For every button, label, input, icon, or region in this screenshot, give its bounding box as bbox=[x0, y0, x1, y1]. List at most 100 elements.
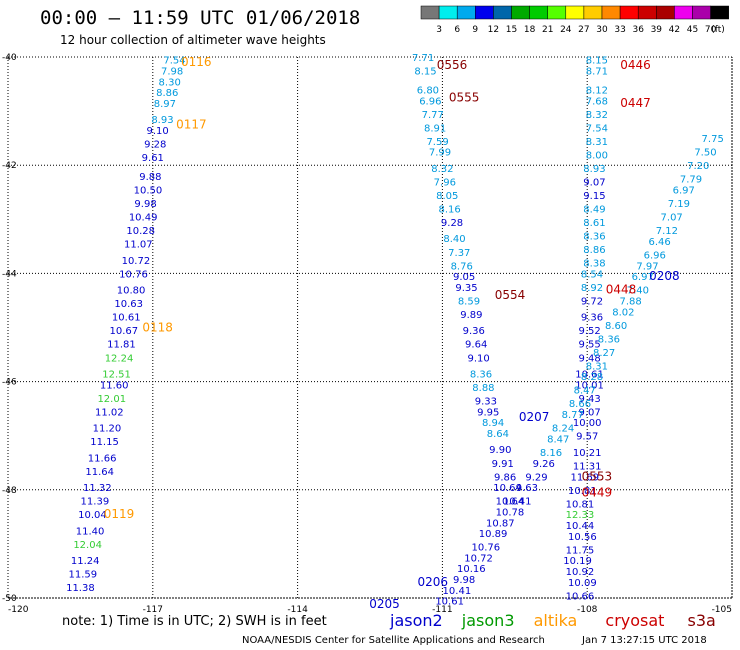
swh-value: 9.72 bbox=[581, 296, 603, 307]
swh-value: 10.64 bbox=[496, 497, 525, 508]
pass-label: 0446 bbox=[620, 58, 651, 72]
swh-value: 7.59 bbox=[426, 137, 448, 148]
swh-value: 8.76 bbox=[451, 261, 473, 272]
footer-note: note: 1) Time is in UTC; 2) SWH is in fe… bbox=[62, 614, 327, 629]
swh-value: 9.26 bbox=[533, 459, 555, 470]
swh-value: 8.93 bbox=[151, 115, 173, 126]
swh-value: 10.44 bbox=[566, 521, 595, 532]
colorbar-swatch bbox=[710, 5, 729, 20]
swh-value: 10.92 bbox=[566, 567, 595, 578]
y-tick-label: -48 bbox=[2, 486, 17, 496]
colorbar-label: 3 bbox=[436, 25, 442, 35]
swh-value: 6.96 bbox=[644, 250, 666, 261]
swh-value: 7.96 bbox=[434, 177, 456, 188]
legend-item: cryosat bbox=[605, 611, 664, 630]
swh-value: 9.36 bbox=[463, 326, 485, 337]
pass-label: 0207 bbox=[519, 410, 550, 424]
colorbar-swatch bbox=[601, 5, 621, 20]
swh-value: 10.64 bbox=[493, 483, 522, 494]
swh-value: 10.50 bbox=[134, 186, 163, 197]
y-tick-label: -40 bbox=[2, 53, 17, 63]
swh-value: 8.38 bbox=[583, 259, 605, 270]
pass-label: 0553 bbox=[582, 469, 613, 483]
colorbar-swatch bbox=[420, 5, 440, 20]
swh-value: 6.80 bbox=[417, 85, 439, 96]
swh-value: 9.33 bbox=[475, 397, 497, 408]
colorbar-unit: (ft) bbox=[711, 25, 725, 35]
swh-value: 10.72 bbox=[464, 553, 493, 564]
swh-value: 6.46 bbox=[648, 237, 670, 248]
swh-value: 9.28 bbox=[144, 140, 166, 151]
colorbar-swatch bbox=[438, 5, 458, 20]
swh-value: 10.21 bbox=[573, 448, 602, 459]
colorbar-swatch bbox=[637, 5, 657, 20]
swh-value: 8.97 bbox=[154, 99, 176, 110]
swh-value: 9.95 bbox=[477, 407, 499, 418]
swh-value: 10.89 bbox=[479, 529, 508, 540]
swh-value: 11.02 bbox=[95, 407, 124, 418]
swh-value: 11.66 bbox=[88, 453, 117, 464]
swh-value: 8.77 bbox=[562, 410, 584, 421]
pass-label: 0119 bbox=[104, 507, 135, 521]
x-tick-label: -105 bbox=[712, 605, 732, 615]
swh-value: 8.36 bbox=[583, 232, 605, 243]
pass-label: 0447 bbox=[620, 96, 651, 110]
x-tick-label: -120 bbox=[8, 605, 29, 615]
swh-value: 10.19 bbox=[563, 556, 592, 567]
swh-value: 10.67 bbox=[110, 326, 139, 337]
y-tick-label: -42 bbox=[2, 161, 17, 171]
swh-value: 7.54 bbox=[163, 56, 185, 67]
swh-value: 8.15 bbox=[414, 67, 436, 78]
colorbar-swatch bbox=[475, 5, 494, 20]
legend-item: altika bbox=[534, 611, 578, 630]
swh-value: 9.98 bbox=[134, 199, 156, 210]
swh-value: 10.09 bbox=[568, 578, 597, 589]
swh-value: 8.40 bbox=[443, 234, 465, 245]
pass-label: 0116 bbox=[181, 55, 212, 69]
swh-value: 8.30 bbox=[159, 77, 181, 88]
swh-value: 11.31 bbox=[573, 461, 602, 472]
colorbar-label: 24 bbox=[560, 25, 572, 35]
axis-ticks: -120 -117 -114 -111 -108 -105 -40 -42 -44 -46 -48 -… bbox=[2, 53, 732, 615]
colorbar-label: 33 bbox=[614, 25, 625, 35]
swh-value: 9.91 bbox=[492, 459, 514, 470]
swh-value: 7.50 bbox=[694, 148, 716, 159]
swh-value: 10.04 bbox=[78, 510, 107, 521]
x-tick-label: -117 bbox=[143, 605, 163, 615]
swh-value: 8.93 bbox=[583, 164, 605, 175]
swh-value: 9.57 bbox=[576, 432, 598, 443]
swh-value: 11.75 bbox=[566, 545, 595, 556]
footer-credit: NOAA/NESDIS Center for Satellite Applica… bbox=[242, 635, 545, 646]
swh-value: 8.15 bbox=[586, 56, 608, 67]
swh-value: 10.00 bbox=[573, 418, 602, 429]
swh-value: 8.24 bbox=[552, 424, 574, 435]
colorbar-swatch bbox=[565, 5, 585, 20]
colorbar-swatch bbox=[674, 5, 693, 20]
swh-value: 6.97 bbox=[632, 272, 654, 283]
y-tick-label: -46 bbox=[2, 378, 17, 388]
swh-value: 8.59 bbox=[458, 296, 480, 307]
swh-value: 10.81 bbox=[568, 486, 597, 497]
swh-value: 10.41 bbox=[443, 586, 472, 597]
swh-value: 10.28 bbox=[126, 226, 155, 237]
swh-value: 10.81 bbox=[566, 499, 595, 510]
swh-value: 7.97 bbox=[636, 261, 658, 272]
swh-value: 9.64 bbox=[465, 340, 487, 351]
swh-value: 10.61 bbox=[575, 369, 604, 380]
legend-item: s3a bbox=[688, 611, 716, 630]
swh-value: 11.38 bbox=[66, 583, 95, 594]
swh-value: 9.63 bbox=[516, 483, 538, 494]
swh-value: 9.55 bbox=[578, 340, 600, 351]
swh-value: 11.59 bbox=[68, 570, 97, 581]
swh-value: 10.76 bbox=[119, 269, 148, 280]
swh-value: 7.98 bbox=[161, 67, 183, 78]
swh-value: 11.60 bbox=[100, 380, 129, 391]
swh-value: 10.01 bbox=[575, 380, 604, 391]
swh-value: 8.12 bbox=[586, 85, 608, 96]
pass-label: 0554 bbox=[495, 288, 526, 302]
chart-title: 00:00 – 11:59 UTC 01/06/2018 bbox=[40, 7, 360, 29]
colorbar-label: 27 bbox=[578, 25, 589, 35]
swh-value: 7.37 bbox=[448, 248, 470, 259]
swh-value: 7.20 bbox=[687, 161, 709, 172]
swh-value: 9.89 bbox=[460, 310, 482, 321]
